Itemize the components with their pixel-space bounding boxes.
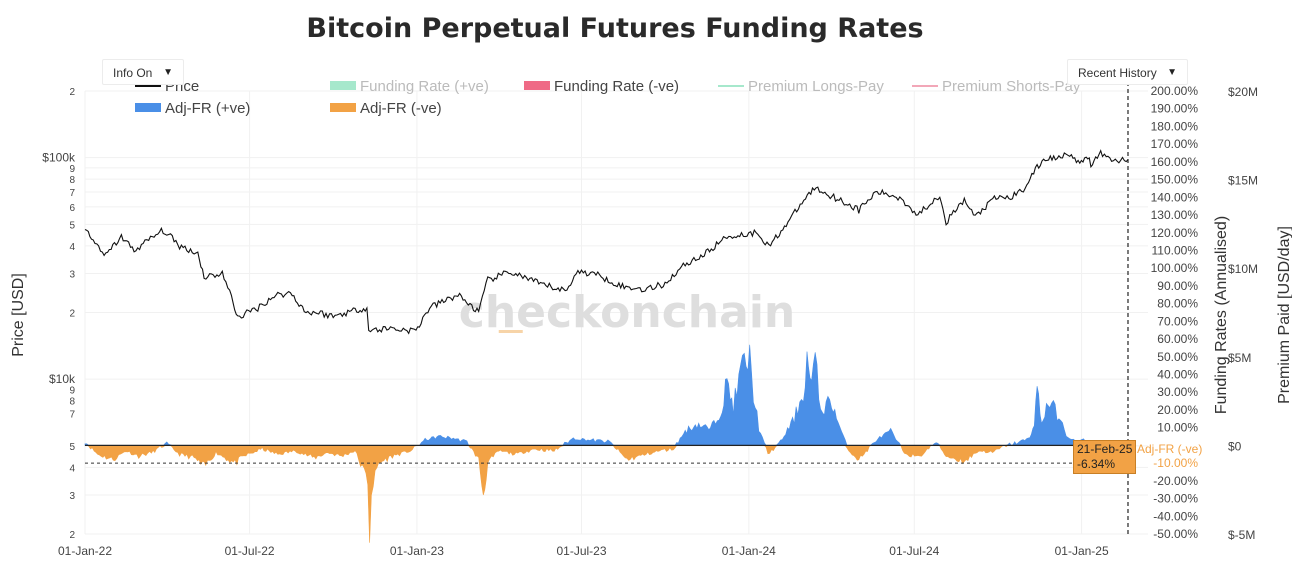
- premium-tick-label: $0: [1228, 439, 1242, 453]
- funding-tick-label: 200.00%: [1151, 84, 1199, 98]
- price-tick-label: 5: [69, 220, 75, 231]
- funding-tick-label: 170.00%: [1151, 137, 1199, 151]
- premium-axis-title: Premium Paid [USD/day]: [1276, 226, 1292, 404]
- legend-swatch: [135, 103, 161, 112]
- x-tick-label: 01-Jul-23: [556, 544, 606, 558]
- price-tick-label: 6: [69, 203, 75, 214]
- legend-item[interactable]: Funding Rate (-ve): [524, 78, 679, 95]
- funding-tick-label: 190.00%: [1151, 102, 1199, 116]
- funding-axis-title: Funding Rates (Annualised): [1213, 216, 1230, 414]
- legend-item[interactable]: Premium Longs-Pay: [718, 78, 884, 95]
- funding-tick-label: -20.00%: [1153, 474, 1198, 488]
- x-tick-label: 01-Jan-24: [722, 544, 776, 558]
- premium-tick-label: $-5M: [1228, 528, 1255, 542]
- hover-series-label: Adj-FR (-ve): [1137, 442, 1203, 456]
- legend-item[interactable]: Adj-FR (-ve): [330, 100, 442, 117]
- price-tick-label: $10k: [49, 372, 76, 386]
- price-tick-label: 3: [69, 269, 75, 280]
- legend-swatch: [330, 103, 356, 112]
- price-tick-label: 2: [69, 309, 75, 320]
- price-tick-label: 3: [69, 491, 75, 502]
- legend[interactable]: Price Funding Rate (+ve) Funding Rate (-ve…: [135, 78, 1081, 117]
- legend-label: Funding Rate (+ve): [360, 78, 489, 95]
- funding-tick-label: 80.00%: [1157, 297, 1198, 311]
- x-tick-label: 01-Jan-23: [390, 544, 444, 558]
- funding-tick-label: 70.00%: [1157, 314, 1198, 328]
- premium-tick-label: $15M: [1228, 174, 1258, 188]
- funding-tick-label: 120.00%: [1151, 226, 1199, 240]
- legend-label: Funding Rate (-ve): [554, 78, 679, 95]
- funding-tick-label: 100.00%: [1151, 261, 1199, 275]
- hover-value: -6.34%: [1077, 457, 1116, 471]
- hover-date: 21-Feb-25: [1077, 442, 1133, 456]
- legend-label: Adj-FR (+ve): [165, 100, 250, 117]
- legend-label: Adj-FR (-ve): [360, 100, 442, 117]
- price-tick-label: 9: [69, 164, 75, 175]
- price-tick-label: 4: [69, 463, 75, 474]
- legend-item[interactable]: Adj-FR (+ve): [135, 100, 250, 117]
- chevron-down-icon: ▼: [163, 67, 173, 78]
- price-tick-label: 2: [69, 87, 75, 98]
- legend-swatch: [330, 81, 356, 90]
- chevron-down-icon: ▼: [1167, 67, 1177, 78]
- funding-tick-label: -10.00%: [1153, 456, 1198, 470]
- legend-item[interactable]: Premium Shorts-Pay: [912, 78, 1081, 95]
- funding-tick-label: 130.00%: [1151, 208, 1199, 222]
- funding-tick-label: 90.00%: [1157, 279, 1198, 293]
- legend-label: Premium Longs-Pay: [748, 78, 884, 95]
- funding-tick-label: 10.00%: [1157, 421, 1198, 435]
- price-line: [84, 149, 1129, 335]
- legend-label: Premium Shorts-Pay: [942, 78, 1081, 95]
- info-toggle-label: Info On: [113, 66, 153, 80]
- funding-tick-label: 180.00%: [1151, 119, 1199, 133]
- price-tick-label: 5: [69, 442, 75, 453]
- price-tick-label: 8: [69, 397, 75, 408]
- history-select-dropdown[interactable]: Recent History ▼: [1067, 59, 1188, 85]
- x-tick-label: 01-Jan-25: [1055, 544, 1109, 558]
- funding-tick-label: 20.00%: [1157, 403, 1198, 417]
- premium-tick-label: $10M: [1228, 262, 1258, 276]
- adj-fr-positive-area: [84, 344, 1128, 446]
- price-tick-label: 7: [69, 188, 75, 199]
- funding-tick-label: 50.00%: [1157, 350, 1198, 364]
- adj-fr-negative-area: [85, 445, 1129, 543]
- legend-item[interactable]: Funding Rate (+ve): [330, 78, 489, 95]
- hover-tooltip: 21-Feb-25 -6.34%: [1073, 440, 1137, 474]
- funding-tick-label: 40.00%: [1157, 368, 1198, 382]
- funding-tick-label: 110.00%: [1152, 243, 1199, 257]
- price-axis-title: Price [USD]: [10, 273, 27, 357]
- price-tick-label: 4: [69, 242, 75, 253]
- price-tick-label: 8: [69, 175, 75, 186]
- premium-tick-label: $5M: [1228, 351, 1251, 365]
- funding-tick-label: -50.00%: [1153, 527, 1198, 541]
- funding-tick-label: 150.00%: [1151, 173, 1199, 187]
- premium-tick-label: $20M: [1228, 85, 1258, 99]
- legend-swatch: [524, 81, 550, 90]
- x-tick-label: 01-Jul-22: [225, 544, 275, 558]
- funding-tick-label: 160.00%: [1151, 155, 1199, 169]
- funding-tick-label: -30.00%: [1153, 492, 1198, 506]
- price-tick-label: 2: [69, 530, 75, 541]
- info-toggle-dropdown[interactable]: Info On ▼: [102, 59, 184, 85]
- x-tick-label: 01-Jan-22: [58, 544, 112, 558]
- funding-tick-label: 140.00%: [1151, 190, 1199, 204]
- price-tick-label: 7: [69, 409, 75, 420]
- price-panel-swatch: [498, 330, 523, 333]
- funding-tick-label: 30.00%: [1157, 385, 1198, 399]
- funding-tick-label: 60.00%: [1157, 332, 1198, 346]
- history-select-label: Recent History: [1078, 66, 1157, 80]
- x-tick-label: 01-Jul-24: [889, 544, 939, 558]
- axes-layer: 01-Jan-22 01-Jul-22 01-Jan-23 01-Jul-23 01-J…: [42, 84, 1258, 558]
- chart-title: Bitcoin Perpetual Futures Funding Rates: [306, 13, 923, 44]
- price-tick-label: 9: [69, 385, 75, 396]
- watermark: checkonchain: [459, 287, 795, 338]
- funding-tick-label: -40.00%: [1153, 509, 1198, 523]
- price-tick-label: $100k: [42, 151, 76, 165]
